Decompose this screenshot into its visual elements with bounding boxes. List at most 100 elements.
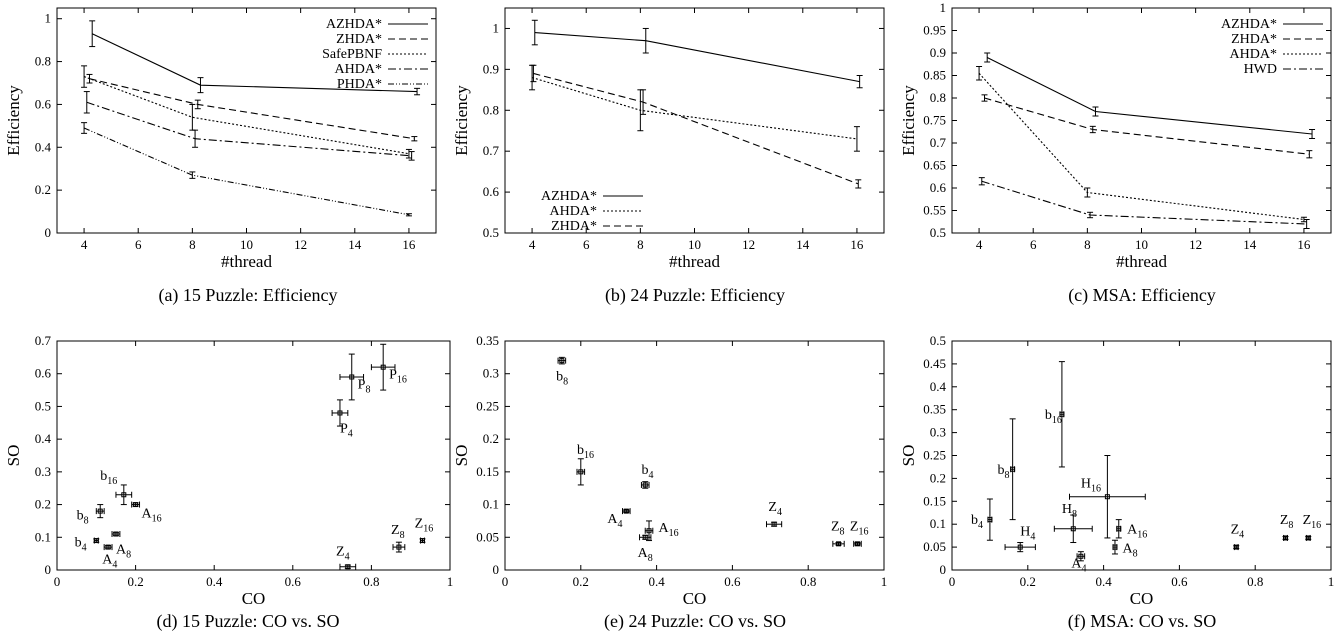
point-marker xyxy=(1078,553,1084,559)
point-label-sub: 16 xyxy=(1052,415,1062,426)
y-tick-label: 0.4 xyxy=(35,139,52,154)
y-tick-label: 0.8 xyxy=(35,54,51,69)
point-label-sub: 16 xyxy=(858,527,868,538)
point-label: P16 xyxy=(389,368,407,386)
point-label-base: Z xyxy=(415,516,424,531)
y-tick-label: 1 xyxy=(940,0,947,15)
point-label-base: b xyxy=(75,535,82,550)
x-tick-label: 0.6 xyxy=(285,574,302,589)
series-line xyxy=(531,77,858,140)
chart-c: 4 6 8 10 12 14 16 0.5 0.55 0.6 0.65 0.7 0.75 0.8 0.85 0… xyxy=(899,0,1332,306)
point-label: b4 xyxy=(641,463,653,481)
y-tick-label: 0.1 xyxy=(930,516,946,531)
point-label-sub: 16 xyxy=(397,375,407,386)
legend-label: ZHDA* xyxy=(551,219,597,234)
point-label-sub: 4 xyxy=(345,551,350,562)
x-tick-label: 0 xyxy=(949,574,956,589)
point-label-base: b xyxy=(971,513,978,528)
point-label-base: b xyxy=(641,463,648,478)
point-label: Z16 xyxy=(415,516,434,534)
point-label-sub: 4 xyxy=(1239,529,1244,540)
plot-frame xyxy=(56,340,451,571)
series-line xyxy=(981,180,1307,225)
y-tick-label: 0.35 xyxy=(923,402,946,417)
point-label-base: A xyxy=(1127,522,1138,537)
point-label: Z8 xyxy=(1280,513,1294,531)
point-label: Z4 xyxy=(336,544,350,562)
y-tick-label: 0.4 xyxy=(35,431,52,446)
y-tick-label: 0.8 xyxy=(930,90,946,105)
y-tick-label: 0.5 xyxy=(483,225,499,240)
point-Z16: Z16 xyxy=(1303,513,1321,541)
series-HWD xyxy=(978,177,1310,229)
series-ZHDA* xyxy=(981,94,1313,159)
point-label-base: H xyxy=(1081,477,1091,492)
x-tick-label: 0.2 xyxy=(1020,574,1036,589)
point-label-sub: 8 xyxy=(1004,470,1009,481)
point-label-base: Z xyxy=(1231,522,1240,537)
point-label: b4 xyxy=(971,513,983,531)
point-marker xyxy=(1283,535,1289,541)
point-label-sub: 8 xyxy=(648,553,653,564)
point-b16: b16 xyxy=(100,469,133,506)
point-b4: b4 xyxy=(971,498,993,541)
point-label: b4 xyxy=(75,535,87,553)
x-tick-label: 8 xyxy=(189,237,196,252)
legend-label: ZHDA* xyxy=(1231,32,1277,47)
point-label-sub: 8 xyxy=(1072,509,1077,520)
point-label-sub: 16 xyxy=(107,476,117,487)
x-tick-label: 4 xyxy=(81,237,88,252)
point-marker xyxy=(836,541,842,547)
point-label: H4 xyxy=(1020,525,1035,543)
point-label: A16 xyxy=(141,507,161,525)
legend-label: SafePBNF xyxy=(322,47,382,62)
point-marker xyxy=(559,358,565,364)
point-label-sub: 4 xyxy=(648,470,653,481)
point-label-sub: 8 xyxy=(365,384,370,395)
point-marker xyxy=(345,564,351,570)
y-tick-label: 0.8 xyxy=(483,102,499,117)
point-label-sub: 4 xyxy=(1082,564,1087,575)
plot-frame xyxy=(504,340,885,571)
chart-caption: (c) MSA: Efficiency xyxy=(1068,285,1216,306)
point-A8: A8 xyxy=(638,534,653,564)
point-A16: A16 xyxy=(1115,519,1147,540)
x-tick-label: 0.6 xyxy=(1171,574,1188,589)
y-axis-label: Efficiency xyxy=(452,85,471,156)
point-label: H8 xyxy=(1062,502,1077,520)
point-Z4: Z4 xyxy=(1231,522,1244,551)
y-tick-label: 0.5 xyxy=(35,398,51,413)
y-tick-label: 0.45 xyxy=(923,356,946,371)
x-tick-label: 12 xyxy=(1189,237,1202,252)
x-tick-label: 6 xyxy=(135,237,142,252)
point-label: Z8 xyxy=(391,523,405,541)
y-tick-label: 0.6 xyxy=(35,96,52,111)
x-tick-label: 4 xyxy=(976,237,983,252)
x-tick-label: 0.2 xyxy=(127,574,143,589)
y-tick-label: 0.05 xyxy=(923,539,946,554)
legend-label: AZHDA* xyxy=(541,189,597,204)
point-label-base: b xyxy=(77,508,84,523)
y-tick-label: 0.6 xyxy=(35,366,52,381)
y-tick-label: 0.25 xyxy=(476,398,499,413)
series-line xyxy=(86,101,412,157)
legend-label: AHDA* xyxy=(335,62,382,77)
series-line xyxy=(984,97,1310,155)
point-label-sub: 16 xyxy=(669,528,679,539)
point-label: b8 xyxy=(997,463,1009,481)
point-label-sub: 8 xyxy=(840,527,845,538)
x-tick-label: 8 xyxy=(637,237,644,252)
x-tick-label: 0.6 xyxy=(724,574,741,589)
x-tick-label: 16 xyxy=(850,237,864,252)
point-label-sub: 8 xyxy=(126,550,131,561)
point-label-base: Z xyxy=(391,523,400,538)
y-tick-label: 0.1 xyxy=(483,497,499,512)
point-label: A8 xyxy=(116,543,131,561)
point-marker xyxy=(771,521,777,527)
point-label: b8 xyxy=(556,369,568,387)
y-tick-label: 0.7 xyxy=(35,333,52,348)
series-line xyxy=(533,72,859,185)
point-marker xyxy=(97,508,103,514)
point-H4: H4 xyxy=(1004,525,1036,553)
